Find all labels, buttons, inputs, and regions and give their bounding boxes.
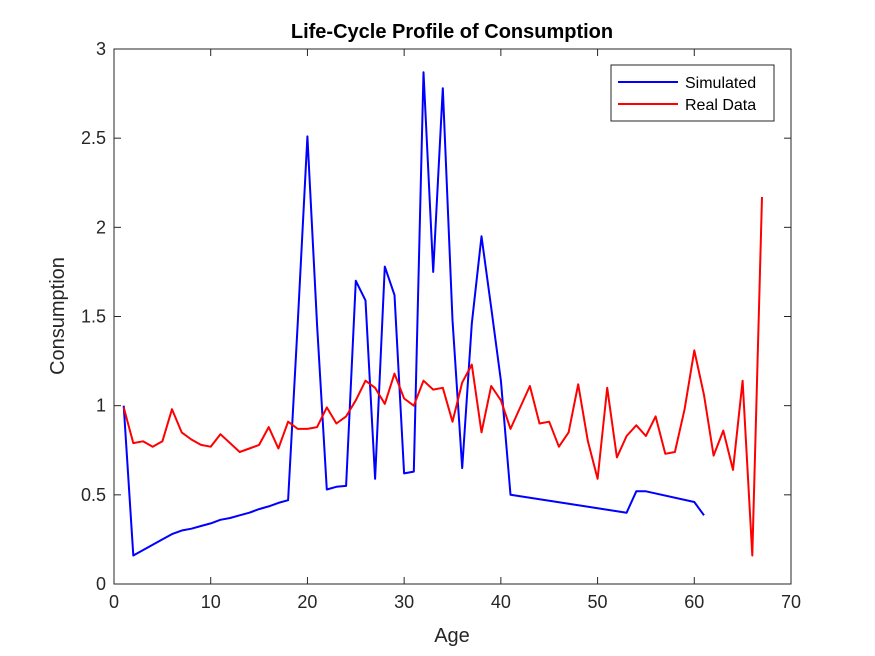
y-tick-label: 0.5 — [81, 485, 106, 505]
y-tick-label: 1.5 — [81, 307, 106, 327]
y-tick-label: 1 — [96, 396, 106, 416]
legend-label-simulated: Simulated — [685, 75, 756, 92]
x-tick-label: 50 — [588, 592, 608, 612]
x-axis-ticks: 0 10 20 30 40 50 60 70 — [109, 49, 801, 612]
x-tick-label: 60 — [684, 592, 704, 612]
series-line-simulated — [122, 71, 705, 557]
x-tick-label: 70 — [781, 592, 801, 612]
y-tick-label: 2 — [96, 217, 106, 237]
x-tick-label: 30 — [394, 592, 414, 612]
y-tick-label: 0 — [96, 574, 106, 594]
y-tick-label: 3 — [96, 39, 106, 59]
chart-title: Life-Cycle Profile of Consumption — [291, 21, 613, 43]
legend-label-real-data: Real Data — [685, 97, 756, 114]
y-axis-ticks: 0 0.5 1 1.5 2 2.5 3 — [81, 39, 791, 594]
x-tick-label: 0 — [109, 592, 119, 612]
x-axis-label: Age — [434, 625, 470, 647]
series-layer — [122, 71, 763, 557]
legend-box — [610, 64, 775, 122]
series-line-real-data — [122, 196, 763, 557]
legend: Simulated Real Data — [610, 64, 775, 122]
x-tick-label: 20 — [297, 592, 317, 612]
x-tick-label: 40 — [491, 592, 511, 612]
x-tick-label: 10 — [201, 592, 221, 612]
y-tick-label: 2.5 — [81, 128, 106, 148]
y-axis-label: Consumption — [47, 257, 69, 375]
